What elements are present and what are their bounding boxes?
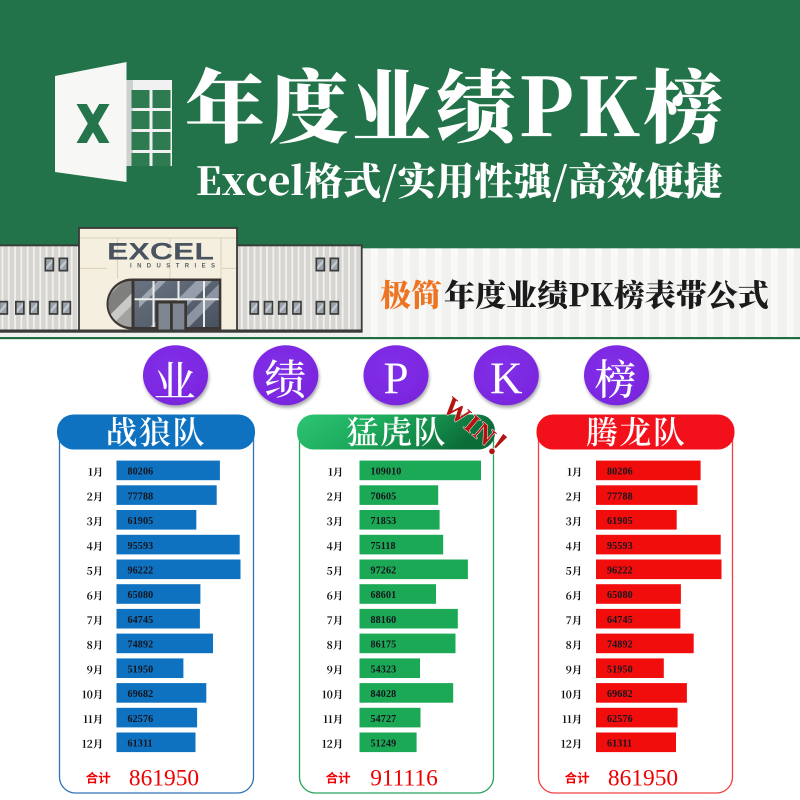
svg-text:65080: 65080 [607, 590, 633, 601]
svg-text:EXCEL: EXCEL [107, 239, 214, 266]
svg-text:86175: 86175 [371, 640, 397, 651]
svg-text:61311: 61311 [128, 739, 153, 750]
svg-text:51950: 51950 [607, 664, 633, 675]
svg-text:62576: 62576 [607, 714, 633, 725]
svg-text:96222: 96222 [607, 566, 633, 577]
svg-text:74892: 74892 [128, 640, 154, 651]
svg-text:54727: 54727 [371, 714, 397, 725]
svg-text:61905: 61905 [607, 516, 633, 527]
svg-text:109010: 109010 [371, 467, 402, 478]
svg-text:97262: 97262 [371, 566, 397, 577]
svg-text:69682: 69682 [128, 689, 154, 700]
svg-text:K: K [490, 354, 523, 404]
svg-text:911116: 911116 [370, 766, 438, 792]
svg-text:62576: 62576 [128, 714, 154, 725]
svg-text:51249: 51249 [371, 739, 397, 750]
svg-text:54323: 54323 [371, 664, 397, 675]
svg-text:95593: 95593 [128, 541, 154, 552]
svg-text:861950: 861950 [129, 766, 199, 792]
svg-text:96222: 96222 [128, 566, 154, 577]
svg-text:88160: 88160 [371, 615, 397, 626]
svg-text:65080: 65080 [128, 590, 154, 601]
svg-text:75118: 75118 [371, 541, 396, 552]
svg-text:80206: 80206 [128, 467, 154, 478]
svg-text:70605: 70605 [371, 491, 397, 502]
svg-text:64745: 64745 [607, 615, 633, 626]
svg-text:68601: 68601 [371, 590, 397, 601]
svg-text:61905: 61905 [128, 516, 154, 527]
svg-text:71853: 71853 [371, 516, 397, 527]
svg-text:61311: 61311 [607, 739, 632, 750]
svg-text:95593: 95593 [607, 541, 633, 552]
svg-text:861950: 861950 [608, 766, 678, 792]
svg-text:77788: 77788 [607, 491, 633, 502]
svg-text:84028: 84028 [371, 689, 397, 700]
svg-text:P: P [383, 354, 408, 404]
svg-text:77788: 77788 [128, 491, 154, 502]
svg-text:64745: 64745 [128, 615, 154, 626]
svg-text:51950: 51950 [128, 664, 154, 675]
svg-text:69682: 69682 [607, 689, 633, 700]
svg-text:74892: 74892 [607, 640, 633, 651]
svg-text:80206: 80206 [607, 467, 633, 478]
